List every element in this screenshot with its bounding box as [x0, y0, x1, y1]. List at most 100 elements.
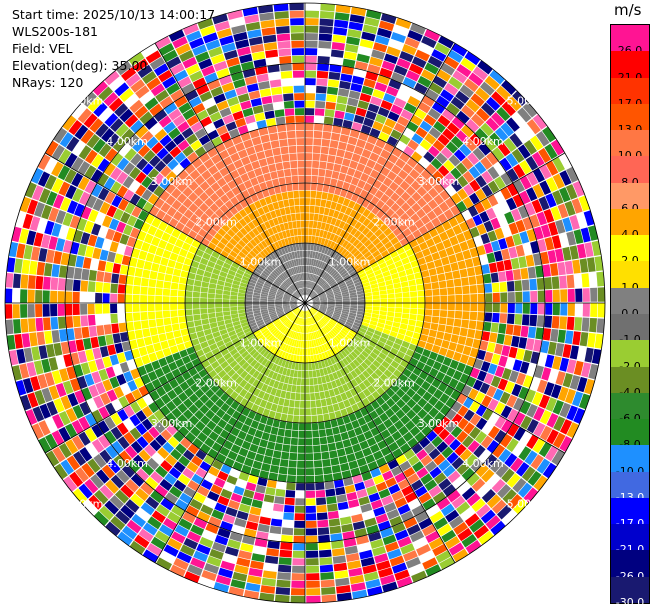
velocity-gate	[496, 106, 511, 122]
velocity-gate	[313, 332, 317, 340]
velocity-gate	[309, 266, 313, 274]
velocity-gate	[252, 297, 260, 301]
velocity-gate	[447, 470, 461, 483]
velocity-gate	[312, 305, 320, 308]
velocity-gate	[395, 158, 406, 169]
velocity-gate	[437, 213, 448, 224]
velocity-gate	[318, 384, 324, 392]
velocity-gate	[519, 175, 532, 190]
velocity-gate	[330, 49, 344, 58]
range-ring-label: 2.00km	[195, 377, 237, 390]
velocity-gate	[328, 208, 335, 217]
velocity-gate	[336, 278, 344, 284]
velocity-gate	[425, 163, 437, 175]
velocity-gate	[487, 180, 500, 194]
velocity-gate	[456, 501, 471, 515]
velocity-gate	[215, 293, 223, 299]
velocity-gate	[403, 145, 415, 157]
velocity-gate	[356, 287, 364, 292]
velocity-gate	[379, 310, 387, 316]
velocity-gate	[88, 494, 104, 510]
velocity-gate	[134, 534, 150, 549]
velocity-gate	[391, 326, 400, 333]
velocity-gate	[305, 183, 311, 191]
velocity-gate	[505, 324, 514, 335]
velocity-gate	[75, 255, 85, 268]
velocity-gate	[117, 313, 126, 323]
velocity-gate	[387, 111, 400, 122]
velocity-gate	[183, 420, 195, 432]
velocity-gate	[539, 180, 552, 196]
velocity-gate	[298, 310, 303, 317]
velocity-gate	[337, 265, 344, 273]
velocity-gate	[319, 320, 326, 327]
velocity-gate	[411, 504, 425, 517]
velocity-gate	[401, 404, 411, 414]
velocity-gate	[338, 318, 347, 324]
velocity-gate	[352, 202, 361, 212]
velocity-gate	[234, 437, 244, 447]
velocity-gate	[335, 370, 343, 379]
velocity-gate	[311, 307, 318, 312]
velocity-gate	[375, 513, 389, 524]
velocity-gate	[391, 465, 403, 477]
velocity-gate	[357, 296, 365, 301]
velocity-gate	[292, 221, 297, 229]
velocity-gate	[297, 228, 302, 236]
velocity-gate	[439, 189, 451, 201]
velocity-gate	[314, 315, 320, 322]
velocity-gate	[334, 325, 342, 332]
velocity-gate	[134, 329, 144, 339]
velocity-gate	[331, 328, 339, 335]
velocity-gate	[308, 363, 313, 371]
velocity-gate	[305, 528, 318, 536]
velocity-gate	[431, 49, 447, 62]
velocity-gate	[443, 433, 456, 446]
velocity-gate	[485, 96, 501, 111]
velocity-gate	[490, 322, 499, 333]
velocity-gate	[293, 190, 300, 199]
velocity-gate	[333, 312, 341, 317]
velocity-gate	[396, 576, 413, 588]
velocity-gate	[301, 310, 304, 318]
velocity-gate	[355, 333, 364, 340]
velocity-gate	[359, 464, 370, 474]
velocity-gate	[203, 454, 215, 466]
velocity-gate	[280, 334, 286, 342]
velocity-gate	[404, 378, 415, 388]
velocity-gate	[420, 69, 436, 82]
velocity-gate	[257, 477, 268, 487]
velocity-gate	[463, 409, 475, 422]
velocity-gate	[493, 161, 506, 176]
velocity-gate	[518, 337, 528, 349]
velocity-gate	[270, 140, 280, 149]
velocity-gate	[432, 139, 445, 152]
velocity-gate	[305, 265, 307, 273]
velocity-gate	[500, 186, 512, 200]
velocity-gate	[368, 276, 377, 282]
velocity-gate	[433, 194, 445, 206]
velocity-gate	[342, 530, 355, 540]
velocity-gate	[309, 340, 313, 348]
velocity-gate	[325, 256, 332, 264]
velocity-gate	[517, 144, 531, 159]
velocity-gate	[305, 408, 311, 416]
velocity-gate	[382, 581, 398, 593]
velocity-gate	[350, 227, 358, 236]
velocity-gate	[349, 160, 359, 170]
velocity-gate	[437, 382, 448, 393]
velocity-gate	[314, 108, 325, 116]
velocity-gate	[289, 10, 304, 18]
velocity-gate	[491, 147, 505, 161]
velocity-gate	[309, 378, 314, 386]
velocity-gate	[90, 336, 100, 349]
velocity-gate	[5, 272, 14, 288]
velocity-gate	[215, 388, 225, 398]
velocity-gate	[499, 200, 511, 214]
velocity-gate	[566, 405, 578, 421]
velocity-gate	[431, 281, 440, 290]
velocity-gate	[196, 511, 211, 523]
velocity-gate	[574, 317, 583, 331]
velocity-gate	[390, 212, 400, 222]
velocity-gate	[353, 321, 361, 328]
